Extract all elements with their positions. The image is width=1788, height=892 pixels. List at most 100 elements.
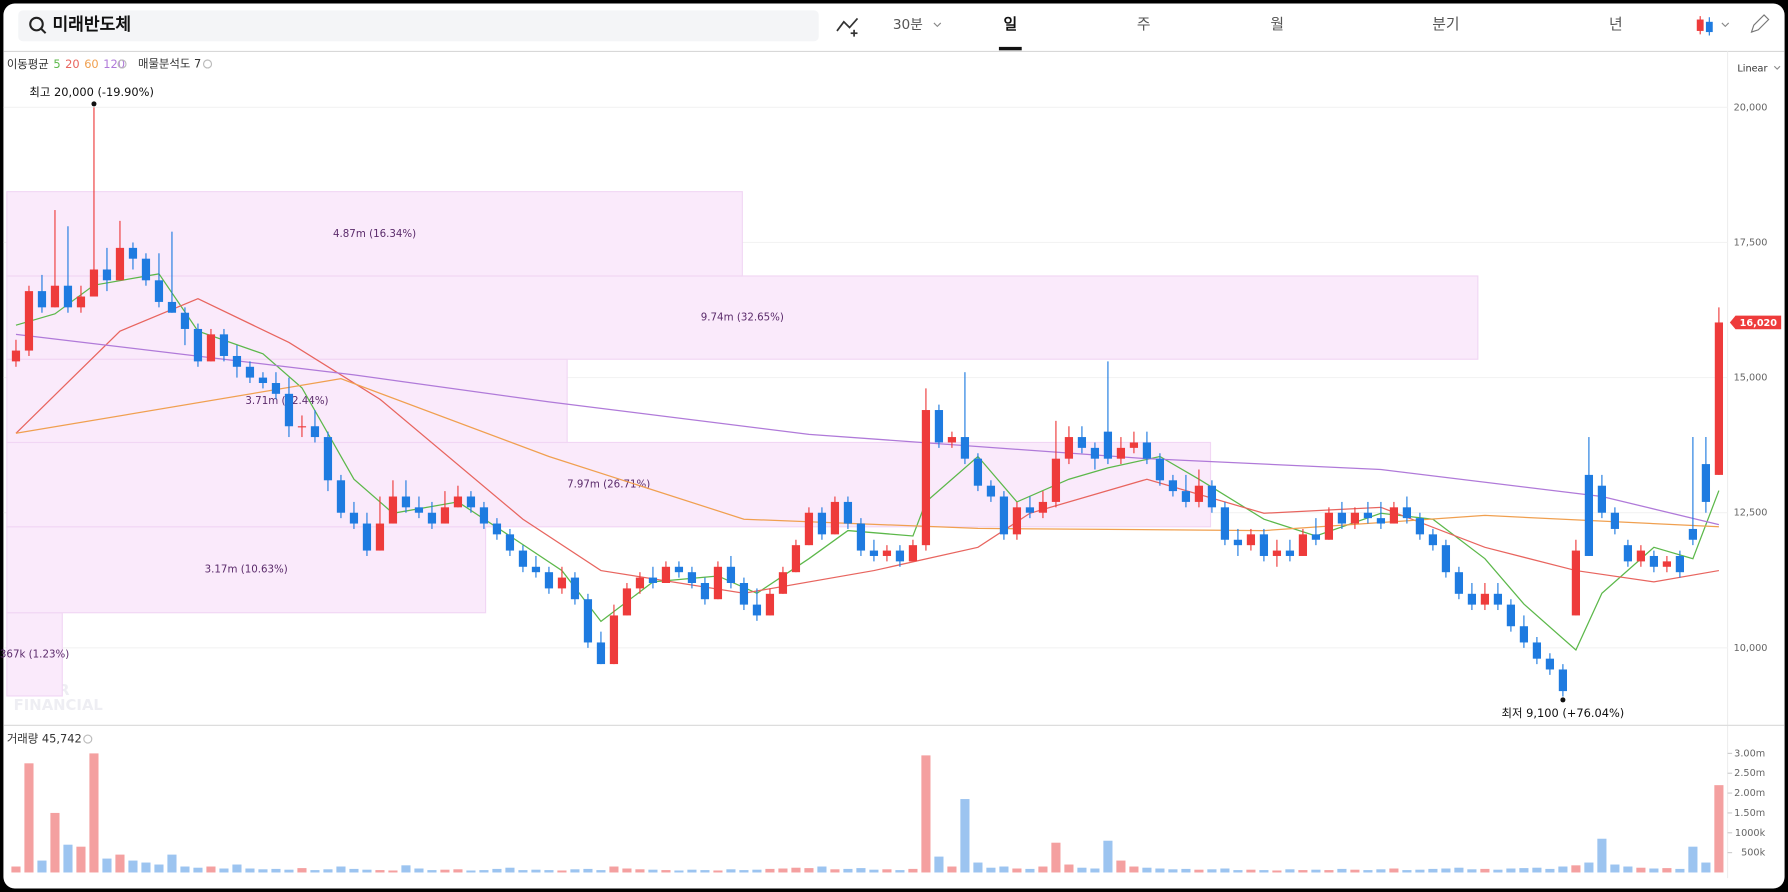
volume-legend[interactable]: 거래량 45,742 xyxy=(7,732,82,746)
remove-icon[interactable] xyxy=(83,734,93,744)
candle-body xyxy=(362,523,372,551)
volume-bar xyxy=(102,858,112,873)
candle-body xyxy=(843,501,853,524)
volume-bar xyxy=(1077,867,1087,873)
volume-bar xyxy=(1623,866,1633,873)
candle-body xyxy=(1298,534,1308,556)
candle-body xyxy=(1207,485,1217,508)
volume-bar xyxy=(232,864,242,873)
volume-bar xyxy=(1337,868,1347,873)
volume-bar xyxy=(1558,866,1568,873)
edit-icon[interactable] xyxy=(1750,14,1770,33)
candle-body xyxy=(1506,604,1516,627)
volume-bar xyxy=(245,868,255,873)
candle-body xyxy=(1246,534,1256,546)
volume-bar xyxy=(206,866,216,873)
volume-bar xyxy=(336,866,346,873)
watermark: FINANCIAL xyxy=(14,697,104,714)
volume-bar xyxy=(1649,868,1659,873)
period-tab[interactable]: 년 xyxy=(1609,16,1623,33)
candle-body xyxy=(765,593,775,616)
candle-body xyxy=(726,566,736,583)
candle-body xyxy=(427,512,437,524)
candle-body xyxy=(440,507,450,524)
candle-body xyxy=(375,523,385,551)
candle-body xyxy=(1051,458,1061,502)
volume-bar xyxy=(297,868,307,873)
tab-underline xyxy=(998,46,1022,51)
period-tab[interactable]: 분기 xyxy=(1432,16,1459,33)
candle-body xyxy=(713,566,723,600)
interval-select[interactable]: 30분 xyxy=(893,17,923,33)
volume-bar xyxy=(856,868,866,873)
y-tick-label: 1.50m xyxy=(1734,808,1765,819)
volume-bar xyxy=(193,867,203,873)
candle-body xyxy=(102,269,112,281)
candle-body xyxy=(232,355,242,367)
volume-bar xyxy=(1324,870,1334,873)
volume-bar xyxy=(11,866,21,873)
volume-bar xyxy=(817,866,827,873)
period-tab[interactable]: 일 xyxy=(1003,16,1017,33)
volume-bar xyxy=(1597,838,1607,873)
candle-body xyxy=(141,258,151,281)
candle-body xyxy=(1584,474,1594,556)
candle-body xyxy=(1610,512,1620,529)
volume-bar xyxy=(362,869,372,873)
candle-body xyxy=(1428,534,1438,546)
volume-bar xyxy=(947,866,957,873)
y-tick-label: 2.50m xyxy=(1734,768,1765,779)
volume-bar xyxy=(24,763,34,873)
candle-body xyxy=(1701,464,1711,502)
search-text[interactable]: 미래반도체 xyxy=(52,15,131,35)
candle-body xyxy=(518,550,528,567)
volume-bar xyxy=(1025,868,1035,873)
volume-bar xyxy=(752,869,762,873)
candle-body xyxy=(1350,512,1360,524)
candle-body xyxy=(180,312,190,329)
volume-bar xyxy=(1506,868,1516,873)
volume-bar xyxy=(1064,864,1074,873)
volume-bar xyxy=(219,868,229,873)
candle-body xyxy=(999,496,1009,535)
search-box[interactable] xyxy=(18,10,819,42)
remove-icon[interactable] xyxy=(117,59,127,69)
candle-body xyxy=(1454,572,1464,594)
candle-body xyxy=(739,582,749,605)
indicator-icon[interactable] xyxy=(836,17,859,37)
volume-bar xyxy=(1259,870,1269,873)
candle-body xyxy=(674,566,684,573)
candle-body xyxy=(1415,518,1425,535)
remove-icon[interactable] xyxy=(202,59,213,69)
candle-body xyxy=(1168,480,1178,492)
volume-bar xyxy=(1246,869,1256,873)
volume-bar xyxy=(1636,867,1646,873)
volume-bar xyxy=(830,869,840,873)
scale-mode[interactable]: Linear xyxy=(1737,64,1767,75)
volume-bar xyxy=(1415,869,1425,873)
candle-body xyxy=(1714,322,1724,475)
volume-bar xyxy=(687,869,697,873)
candle-body xyxy=(1675,555,1685,573)
candle-body xyxy=(1467,593,1477,605)
indicator-legend[interactable]: 매물분석도 7 xyxy=(138,56,201,70)
candle-body xyxy=(1662,561,1672,567)
volume-bar xyxy=(596,870,606,873)
period-tab[interactable]: 주 xyxy=(1137,16,1151,33)
indicator-legend[interactable]: 이동평균 5 20 60 120 xyxy=(7,56,125,70)
volume-bar xyxy=(1272,870,1282,873)
volume-bar xyxy=(323,869,333,873)
moving-average-line xyxy=(15,273,1720,652)
volume-bar xyxy=(1519,868,1529,873)
period-tab[interactable]: 월 xyxy=(1270,16,1284,33)
candle-body xyxy=(986,485,996,497)
candle-body xyxy=(570,577,580,600)
chart-type-icon[interactable] xyxy=(1696,16,1730,36)
candle-body xyxy=(947,437,957,443)
candle-body xyxy=(869,550,879,556)
candle-body xyxy=(1025,507,1035,513)
volume-bar xyxy=(1662,868,1672,873)
candle-body xyxy=(1623,545,1633,562)
candle-body xyxy=(1233,539,1243,546)
volume-bar xyxy=(1610,864,1620,873)
